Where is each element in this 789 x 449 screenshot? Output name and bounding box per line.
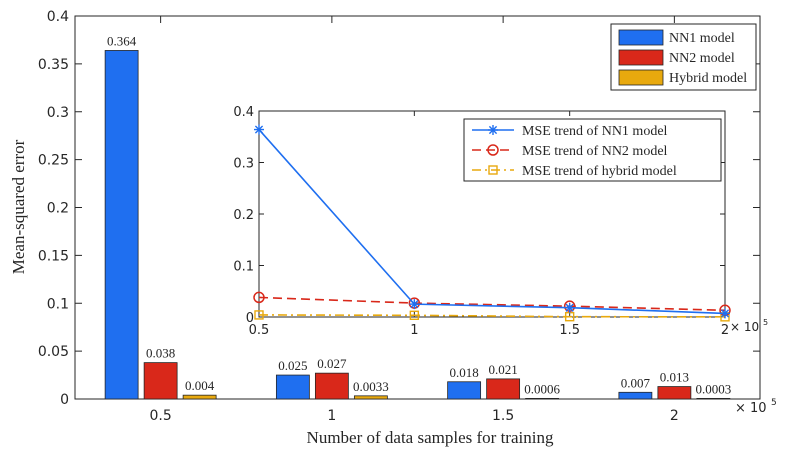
inset-y-tick-label: 0.3 bbox=[233, 157, 254, 172]
point-mse-trend-of-hybrid-model bbox=[254, 310, 264, 320]
inset-legend-marker bbox=[488, 165, 498, 175]
point-mse-trend-of-nn1-model bbox=[409, 299, 420, 310]
inset-legend: MSE trend of NN1 model MSE trend of NN2 … bbox=[463, 118, 722, 182]
inset-x-tick-label: 1 bbox=[410, 323, 418, 338]
inset-x-tick-label: 0.5 bbox=[249, 323, 270, 338]
inset-x-tick-label: 2 bbox=[721, 323, 729, 338]
main-y-tick-label: 0.4 bbox=[47, 9, 69, 25]
main-x-tick-label: 1.5 bbox=[492, 408, 514, 424]
legend-swatch-nn2 bbox=[618, 49, 664, 66]
legend-swatch-nn1 bbox=[618, 29, 664, 46]
inset-y-tick-label: 0.1 bbox=[233, 260, 254, 275]
main-y-axis: 0 0.05 0.1 0.15 0.2 0.25 0.3 0.35 0.4 bbox=[38, 9, 760, 408]
inset-x-exponent: × 10 5 bbox=[730, 318, 768, 334]
inset-y-axis: 0 0.1 0.2 0.3 0.4 bbox=[233, 105, 725, 326]
inset-y-tick-label: 0.2 bbox=[233, 208, 254, 223]
main-y-axis-label: Mean-squared error bbox=[9, 139, 28, 274]
inset-legend-label-hybrid: MSE trend of hybrid model bbox=[522, 164, 677, 179]
bar-nn2-model-1 bbox=[314, 372, 349, 400]
inset-legend-label-nn2: MSE trend of NN2 model bbox=[522, 144, 668, 159]
main-x-tick-label: 0.5 bbox=[149, 408, 171, 424]
inset-line-chart: 0 0.1 0.2 0.3 0.4 0.5 1 1.5 2 × 10 5 MSE trend … bbox=[233, 105, 768, 338]
bar-value-label: 0.0003 bbox=[696, 382, 732, 397]
bar-hybrid-model-1-5 bbox=[525, 397, 560, 400]
main-y-tick-label: 0.2 bbox=[47, 201, 69, 217]
bar-hybrid-model-2 bbox=[696, 397, 731, 400]
bar-value-label: 0.027 bbox=[317, 356, 347, 371]
legend-label-nn1: NN1 model bbox=[669, 31, 735, 46]
main-bar-labels: 0.364 0.038 0.004 0.025 0.027 0.0033 0.018 0.02… bbox=[107, 33, 731, 396]
bar-value-label: 0.007 bbox=[621, 375, 651, 390]
legend-label-hybrid: Hybrid model bbox=[669, 71, 747, 86]
inset-legend-keys bbox=[472, 125, 514, 175]
bar-value-label: 0.0033 bbox=[353, 379, 389, 394]
inset-lines bbox=[253, 124, 731, 322]
main-y-tick-label: 0.3 bbox=[47, 105, 69, 121]
line-mse-trend-of-hybrid-model bbox=[258, 314, 726, 318]
main-x-tick-label: 1 bbox=[327, 408, 336, 424]
main-x-axis-label: Number of data samples for training bbox=[307, 428, 554, 447]
main-y-tick-label: 0.35 bbox=[38, 57, 69, 73]
inset-legend-marker bbox=[487, 144, 499, 156]
bar-value-label: 0.025 bbox=[278, 358, 307, 373]
inset-x-exponent-base: × 10 bbox=[730, 320, 759, 334]
main-bars bbox=[104, 50, 731, 400]
inset-y-tick-label: 0 bbox=[246, 311, 254, 326]
legend-swatch-hybrid bbox=[618, 69, 664, 86]
legend-label-nn2: NN2 model bbox=[669, 51, 735, 66]
bar-value-label: 0.364 bbox=[107, 33, 137, 48]
inset-legend-marker bbox=[488, 125, 498, 135]
main-legend: NN1 model NN2 model Hybrid model bbox=[610, 23, 757, 91]
bar-value-label: 0.018 bbox=[450, 365, 479, 380]
inset-x-axis: 0.5 1 1.5 2 bbox=[249, 111, 729, 338]
point-mse-trend-of-nn1-model bbox=[254, 124, 264, 135]
main-y-tick-label: 0.05 bbox=[38, 344, 69, 360]
bar-value-label: 0.004 bbox=[185, 378, 215, 393]
bar-nn2-model-0-5 bbox=[143, 362, 178, 400]
bar-nn2-model-2 bbox=[657, 386, 692, 400]
line-mse-trend-of-nn1-model bbox=[258, 129, 726, 315]
point-mse-trend-of-nn1-model bbox=[720, 308, 730, 319]
bar-value-label: 0.038 bbox=[146, 346, 175, 361]
main-x-exponent: × 10 5 bbox=[735, 398, 777, 416]
main-y-tick-label: 0 bbox=[60, 392, 69, 408]
main-y-tick-label: 0.15 bbox=[38, 248, 69, 264]
main-x-axis: 0.5 1 1.5 2 bbox=[149, 16, 679, 424]
inset-y-tick-label: 0.4 bbox=[233, 105, 254, 120]
bar-nn1-model-1 bbox=[275, 374, 310, 400]
point-mse-trend-of-nn1-model bbox=[564, 302, 575, 313]
bar-value-label: 0.0006 bbox=[524, 381, 560, 396]
inset-x-exponent-power: 5 bbox=[763, 318, 768, 327]
bar-value-label: 0.013 bbox=[660, 370, 689, 385]
line-mse-trend-of-nn2-model bbox=[258, 296, 726, 312]
main-y-tick-label: 0.1 bbox=[47, 296, 69, 312]
bar-nn2-model-1-5 bbox=[486, 378, 521, 400]
main-x-tick-label: 2 bbox=[670, 408, 679, 424]
inset-legend-label-nn1: MSE trend of NN1 model bbox=[522, 124, 668, 139]
main-x-exponent-base: × 10 bbox=[735, 401, 767, 416]
bar-nn1-model-1-5 bbox=[447, 381, 482, 400]
main-y-tick-label: 0.25 bbox=[38, 153, 69, 169]
point-mse-trend-of-nn2-model bbox=[253, 291, 265, 304]
bar-nn1-model-2 bbox=[618, 391, 653, 400]
main-x-exponent-power: 5 bbox=[771, 398, 777, 408]
point-mse-trend-of-hybrid-model bbox=[409, 310, 420, 321]
bar-hybrid-model-1 bbox=[353, 395, 388, 400]
bar-value-label: 0.021 bbox=[489, 362, 518, 377]
inset-x-tick-label: 1.5 bbox=[559, 323, 580, 338]
bar-hybrid-model-0-5 bbox=[182, 394, 217, 400]
bar-nn1-model-0-5 bbox=[104, 50, 139, 400]
